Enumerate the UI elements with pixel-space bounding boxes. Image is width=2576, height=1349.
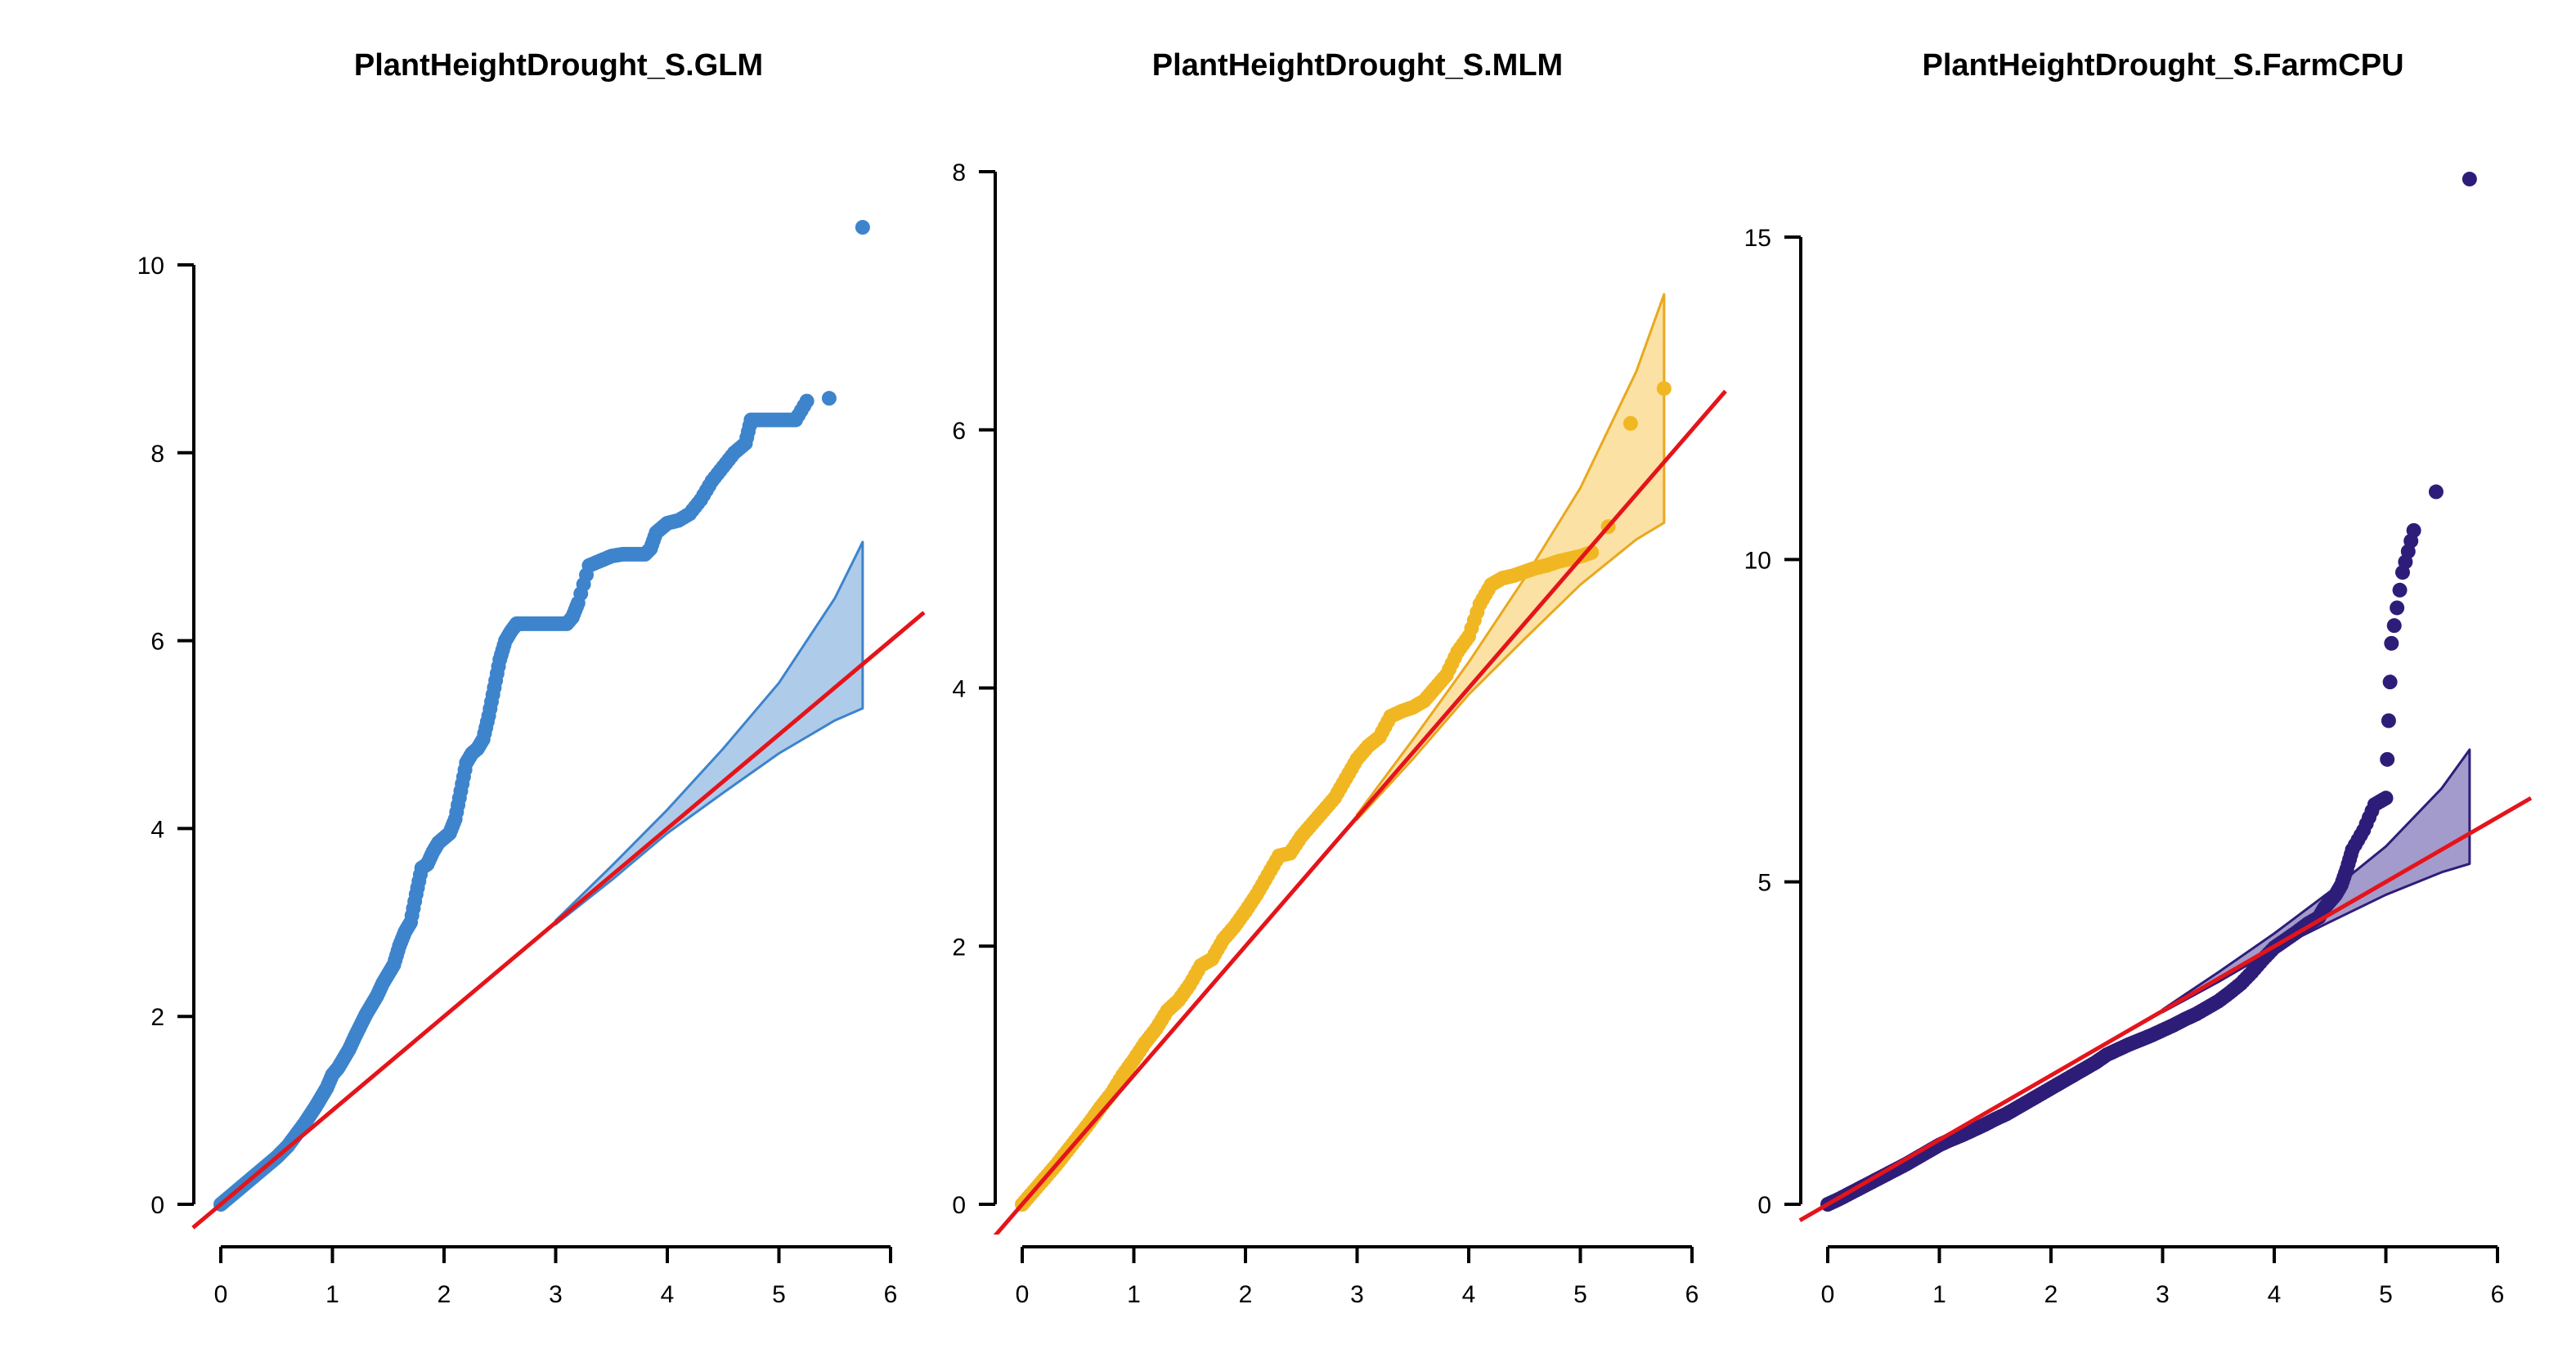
glm-y-tick-label-2: 2 [150,1004,164,1031]
mlm-x-tick-label-5: 5 [1573,1281,1587,1308]
mlm-point-54 [1656,381,1672,397]
farmcpu-x-tick-label-4: 4 [2268,1281,2282,1308]
mlm-x-tick-label-0: 0 [1016,1281,1030,1308]
farmcpu-y-tick-label-5: 5 [1757,870,1771,897]
glm-x-tick-label-1: 1 [325,1281,339,1308]
glm-y-tick-label-8: 8 [150,441,164,468]
farmcpu-title: PlantHeightDrought_S.FarmCPU [1922,48,2403,83]
mlm-point-53 [1622,415,1638,431]
glm-y-tick-label-4: 4 [150,816,164,843]
farmcpu-x-tick-label-1: 1 [1932,1281,1946,1308]
glm-title: PlantHeightDrought_S.GLM [354,48,763,83]
mlm-x-tick-label-1: 1 [1127,1281,1141,1308]
farmcpu-x-tick-label-5: 5 [2379,1281,2393,1308]
glm-y-tick-label-10: 10 [137,253,164,280]
glm-point-fill-48-0.75 [485,687,500,702]
farmcpu-x-tick-label-6: 6 [2491,1281,2505,1308]
glm-y-tick-label-0: 0 [150,1192,164,1219]
farmcpu-point-57 [2428,484,2444,500]
mlm-qq-panel: PlantHeightDrought_S.MLM 0 2 4 6 8 0 1 2 3 4 5 6 [952,48,1727,1308]
mlm-y-tick-label-8: 8 [952,159,966,186]
glm-point-84 [821,391,837,406]
mlm-x-tick-label-2: 2 [1239,1281,1253,1308]
glm-x-tick-label-6: 6 [884,1281,898,1308]
mlm-confidence-band [1356,293,1666,822]
glm-point-85 [855,220,870,235]
glm-point-fill-42-0.75 [451,791,467,806]
glm-confidence-band [554,540,864,926]
farmcpu-point-fill-53-0.25 [2380,751,2395,767]
farmcpu-y-tick-label-10: 10 [1744,547,1771,574]
glm-point-fill-34-0.75 [407,894,423,909]
farmcpu-point-fill-54-0.5 [2390,600,2405,616]
mlm-point-fill-39-0.75 [1458,633,1474,648]
farmcpu-confidence-band [2161,748,2471,1014]
mlm-point-fill-50-0.75 [1581,545,1596,561]
farmcpu-reference-line [1798,796,2533,1222]
mlm-y-tick-label-4: 4 [952,676,966,703]
farmcpu-x-tick-label-3: 3 [2156,1281,2170,1308]
farmcpu-x-tick-label-0: 0 [1821,1281,1835,1308]
glm-point-fill-82-0.75 [797,398,812,414]
glm-reference-line [191,611,926,1230]
glm-y-tick-label-6: 6 [150,629,164,656]
glm-x-tick-label-3: 3 [549,1281,563,1308]
farmcpu-point-fill-54-0.25 [2386,618,2402,634]
mlm-x-tick-label-6: 6 [1685,1281,1699,1308]
farmcpu-point-54 [2384,635,2399,651]
farmcpu-point-fill-53-0.5 [2381,713,2396,728]
glm-x-tick-label-2: 2 [438,1281,451,1308]
farmcpu-point-fill-50-0.75 [2353,827,2368,843]
farmcpu-points [1820,172,2477,1212]
mlm-y-tick-label-6: 6 [952,418,966,445]
mlm-reference-line [993,389,1727,1235]
farmcpu-point-fill-53-0.75 [2382,674,2398,690]
glm-point-fill-49-0.75 [491,659,506,674]
mlm-x-tick-label-4: 4 [1462,1281,1476,1308]
mlm-y-tick-label-2: 2 [952,934,966,961]
farmcpu-y-tick-label-0: 0 [1757,1192,1771,1219]
farmcpu-y-tick-label-15: 15 [1744,225,1771,252]
farmcpu-point-fill-52-0.75 [2376,792,2391,808]
farmcpu-point-58 [2462,172,2477,187]
glm-x-tick-label-0: 0 [214,1281,228,1308]
glm-point-fill-59-0.75 [569,598,585,614]
glm-x-tick-label-5: 5 [772,1281,786,1308]
farmcpu-x-tick-label-2: 2 [2044,1281,2058,1308]
farmcpu-qq-panel: PlantHeightDrought_S.FarmCPU 0 5 10 15 0 1 2 3 4 5… [1744,48,2533,1308]
glm-point-fill-47-0.75 [479,714,495,729]
mlm-title: PlantHeightDrought_S.MLM [1152,48,1563,83]
mlm-y-tick-label-0: 0 [952,1192,966,1219]
mlm-x-tick-label-3: 3 [1350,1281,1364,1308]
farmcpu-point-fill-55-0.75 [2403,533,2419,549]
glm-qq-panel: PlantHeightDrought_S.GLM 0 2 4 6 8 10 0 1 2 3 4 5 6 [137,48,926,1308]
mlm-point-fill-40-0.75 [1470,604,1485,620]
glm-x-tick-label-4: 4 [661,1281,675,1308]
farmcpu-point-fill-54-0.75 [2392,582,2408,598]
